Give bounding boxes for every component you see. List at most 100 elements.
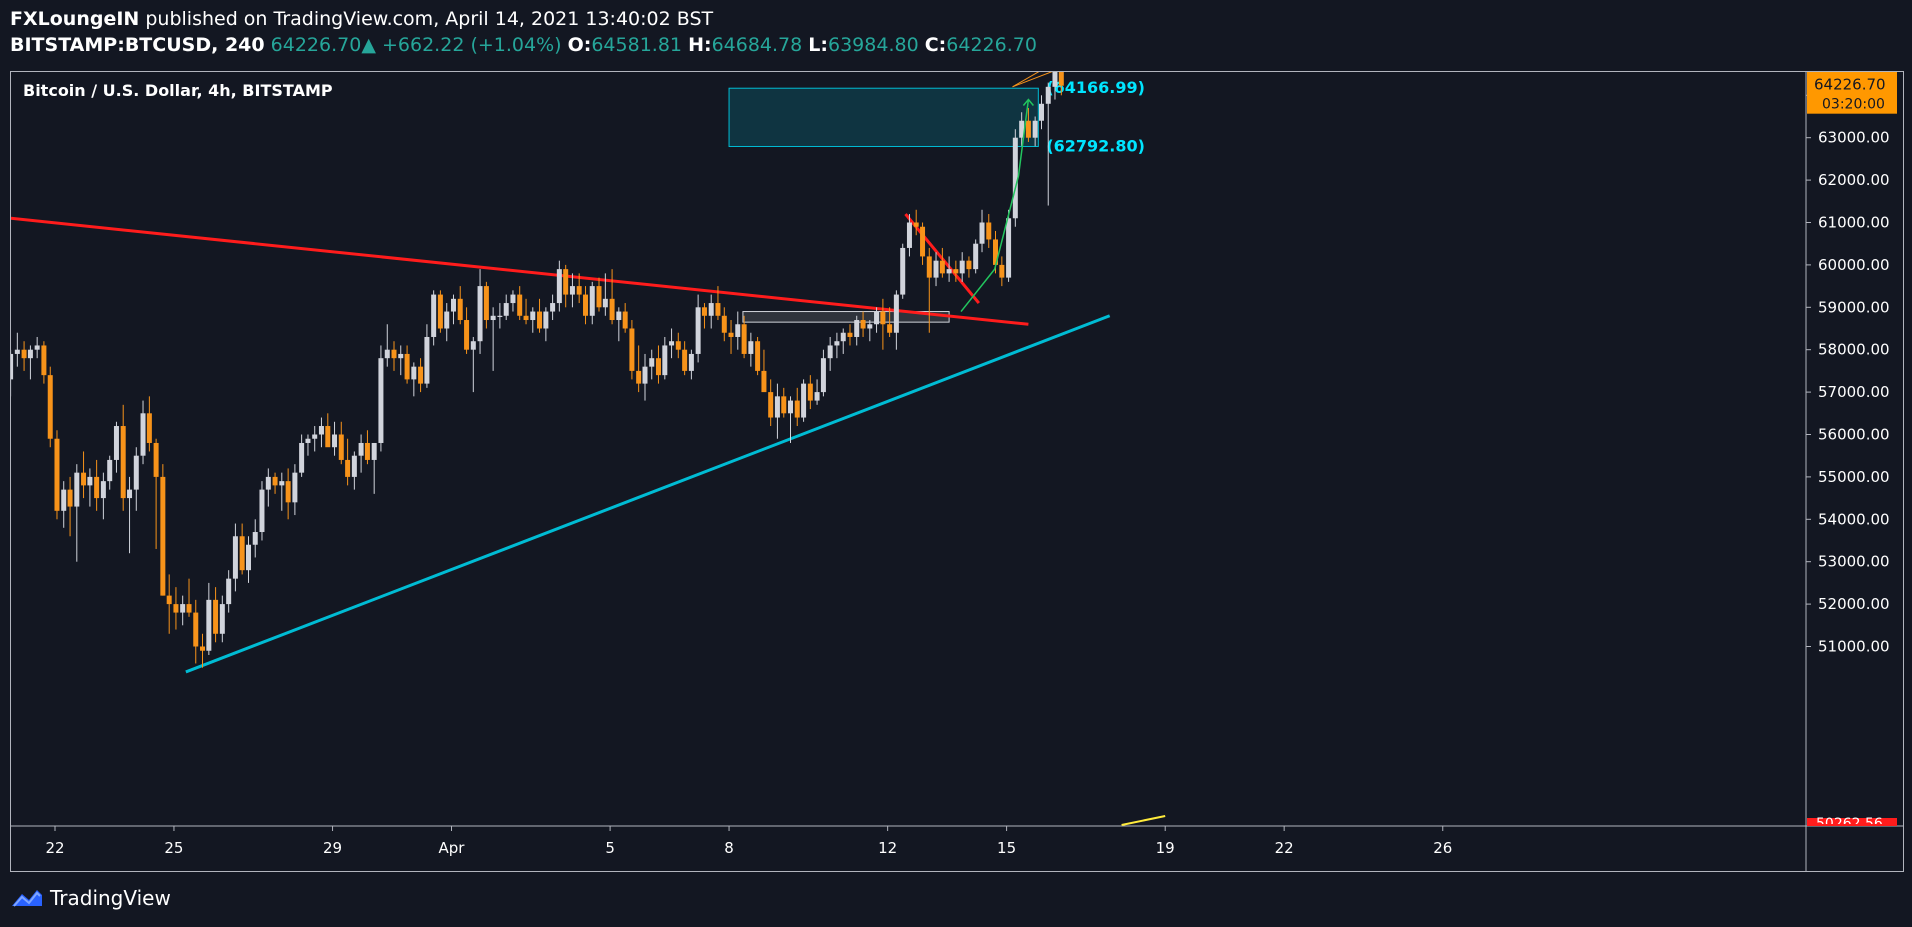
candle-body[interactable] xyxy=(887,324,893,333)
candle-body[interactable] xyxy=(728,332,734,337)
candle-body[interactable] xyxy=(81,472,87,486)
candle-body[interactable] xyxy=(933,260,939,278)
candle-body[interactable] xyxy=(378,358,384,443)
candle-body[interactable] xyxy=(596,286,602,308)
candle-body[interactable] xyxy=(926,256,932,278)
candle-body[interactable] xyxy=(1006,218,1012,278)
candle-body[interactable] xyxy=(153,442,159,477)
candle-body[interactable] xyxy=(1019,120,1025,138)
candle-body[interactable] xyxy=(556,269,562,304)
price-chart[interactable]: Bitcoin / U.S. Dollar, 4h, BITSTAMP 51000… xyxy=(11,72,1903,871)
candle-body[interactable] xyxy=(61,489,67,511)
ath-zone-box[interactable] xyxy=(728,87,1039,147)
candle-body[interactable] xyxy=(279,481,285,486)
candle-body[interactable] xyxy=(946,269,952,274)
candle-body[interactable] xyxy=(470,341,476,350)
candle-body[interactable] xyxy=(431,294,437,337)
candle-body[interactable] xyxy=(788,400,794,414)
candle-body[interactable] xyxy=(226,578,232,605)
candle-body[interactable] xyxy=(364,442,370,460)
candle-body[interactable] xyxy=(11,353,14,380)
candle-body[interactable] xyxy=(609,298,615,321)
candle-body[interactable] xyxy=(662,345,668,376)
candle-body[interactable] xyxy=(299,442,305,473)
candle-body[interactable] xyxy=(497,315,503,317)
candle-body[interactable] xyxy=(517,294,523,316)
candle-body[interactable] xyxy=(47,375,53,439)
candle-body[interactable] xyxy=(219,604,225,634)
candle-body[interactable] xyxy=(272,476,278,486)
candle-body[interactable] xyxy=(688,353,694,371)
candle-body[interactable] xyxy=(146,413,152,443)
candle-body[interactable] xyxy=(820,358,826,393)
candle-body[interactable] xyxy=(477,286,483,342)
candle-body[interactable] xyxy=(649,358,655,367)
candle-body[interactable] xyxy=(193,612,199,647)
candle-body[interactable] xyxy=(94,476,100,499)
candle-body[interactable] xyxy=(1038,103,1044,121)
candle-body[interactable] xyxy=(351,455,357,477)
candle-body[interactable] xyxy=(576,286,582,295)
candle-body[interactable] xyxy=(87,476,93,486)
candle-body[interactable] xyxy=(939,260,945,274)
candle-body[interactable] xyxy=(27,349,33,359)
candle-body[interactable] xyxy=(966,260,972,270)
candle-body[interactable] xyxy=(655,358,661,376)
candle-body[interactable] xyxy=(636,370,642,384)
candle-body[interactable] xyxy=(543,311,549,329)
candle-body[interactable] xyxy=(503,303,509,316)
candle-body[interactable] xyxy=(569,286,575,295)
candle-body[interactable] xyxy=(160,476,166,596)
candle-body[interactable] xyxy=(113,426,119,460)
candle-body[interactable] xyxy=(761,370,767,393)
candle-body[interactable] xyxy=(166,595,172,605)
impulse-arrow[interactable] xyxy=(960,99,1030,313)
candle-body[interactable] xyxy=(741,324,747,354)
candle-body[interactable] xyxy=(748,341,754,354)
candle-body[interactable] xyxy=(807,383,813,401)
candle-body[interactable] xyxy=(411,366,417,380)
candle-body[interactable] xyxy=(669,341,675,346)
candle-body[interactable] xyxy=(305,438,311,443)
candle-body[interactable] xyxy=(827,345,833,359)
candle-body[interactable] xyxy=(959,260,965,274)
candle-body[interactable] xyxy=(1052,72,1058,87)
candle-body[interactable] xyxy=(483,286,489,321)
candle-body[interactable] xyxy=(523,315,529,321)
candle-body[interactable] xyxy=(616,311,622,321)
candle-body[interactable] xyxy=(14,349,20,354)
candle-body[interactable] xyxy=(854,320,860,337)
candle-body[interactable] xyxy=(867,324,873,329)
candle-body[interactable] xyxy=(265,476,271,490)
candle-body[interactable] xyxy=(695,307,701,354)
candle-body[interactable] xyxy=(120,426,126,499)
candle-body[interactable] xyxy=(285,481,291,503)
candle-body[interactable] xyxy=(133,455,139,490)
candle-body[interactable] xyxy=(107,459,113,482)
candle-body[interactable] xyxy=(906,222,912,248)
candle-body[interactable] xyxy=(708,303,714,316)
candle-body[interactable] xyxy=(41,345,47,376)
candle-body[interactable] xyxy=(325,426,331,448)
candle-body[interactable] xyxy=(880,311,886,325)
candle-body[interactable] xyxy=(973,243,979,270)
candle-body[interactable] xyxy=(490,315,496,321)
candle-body[interactable] xyxy=(721,315,727,333)
candle-body[interactable] xyxy=(457,298,463,321)
candle-body[interactable] xyxy=(715,303,721,316)
candle-body[interactable] xyxy=(999,264,1005,278)
candle-body[interactable] xyxy=(537,311,543,329)
candle-body[interactable] xyxy=(437,294,443,329)
yellow-drawing-line[interactable] xyxy=(1121,815,1166,826)
candle-body[interactable] xyxy=(332,434,338,448)
candle-body[interactable] xyxy=(345,459,351,477)
candle-body[interactable] xyxy=(391,349,397,359)
candle-body[interactable] xyxy=(1012,137,1018,219)
candle-body[interactable] xyxy=(550,303,556,312)
candle-body[interactable] xyxy=(140,413,146,456)
candle-body[interactable] xyxy=(589,286,595,316)
candle-body[interactable] xyxy=(893,294,899,333)
candle-body[interactable] xyxy=(920,226,926,257)
candle-body[interactable] xyxy=(100,481,106,499)
candle-body[interactable] xyxy=(245,544,251,571)
